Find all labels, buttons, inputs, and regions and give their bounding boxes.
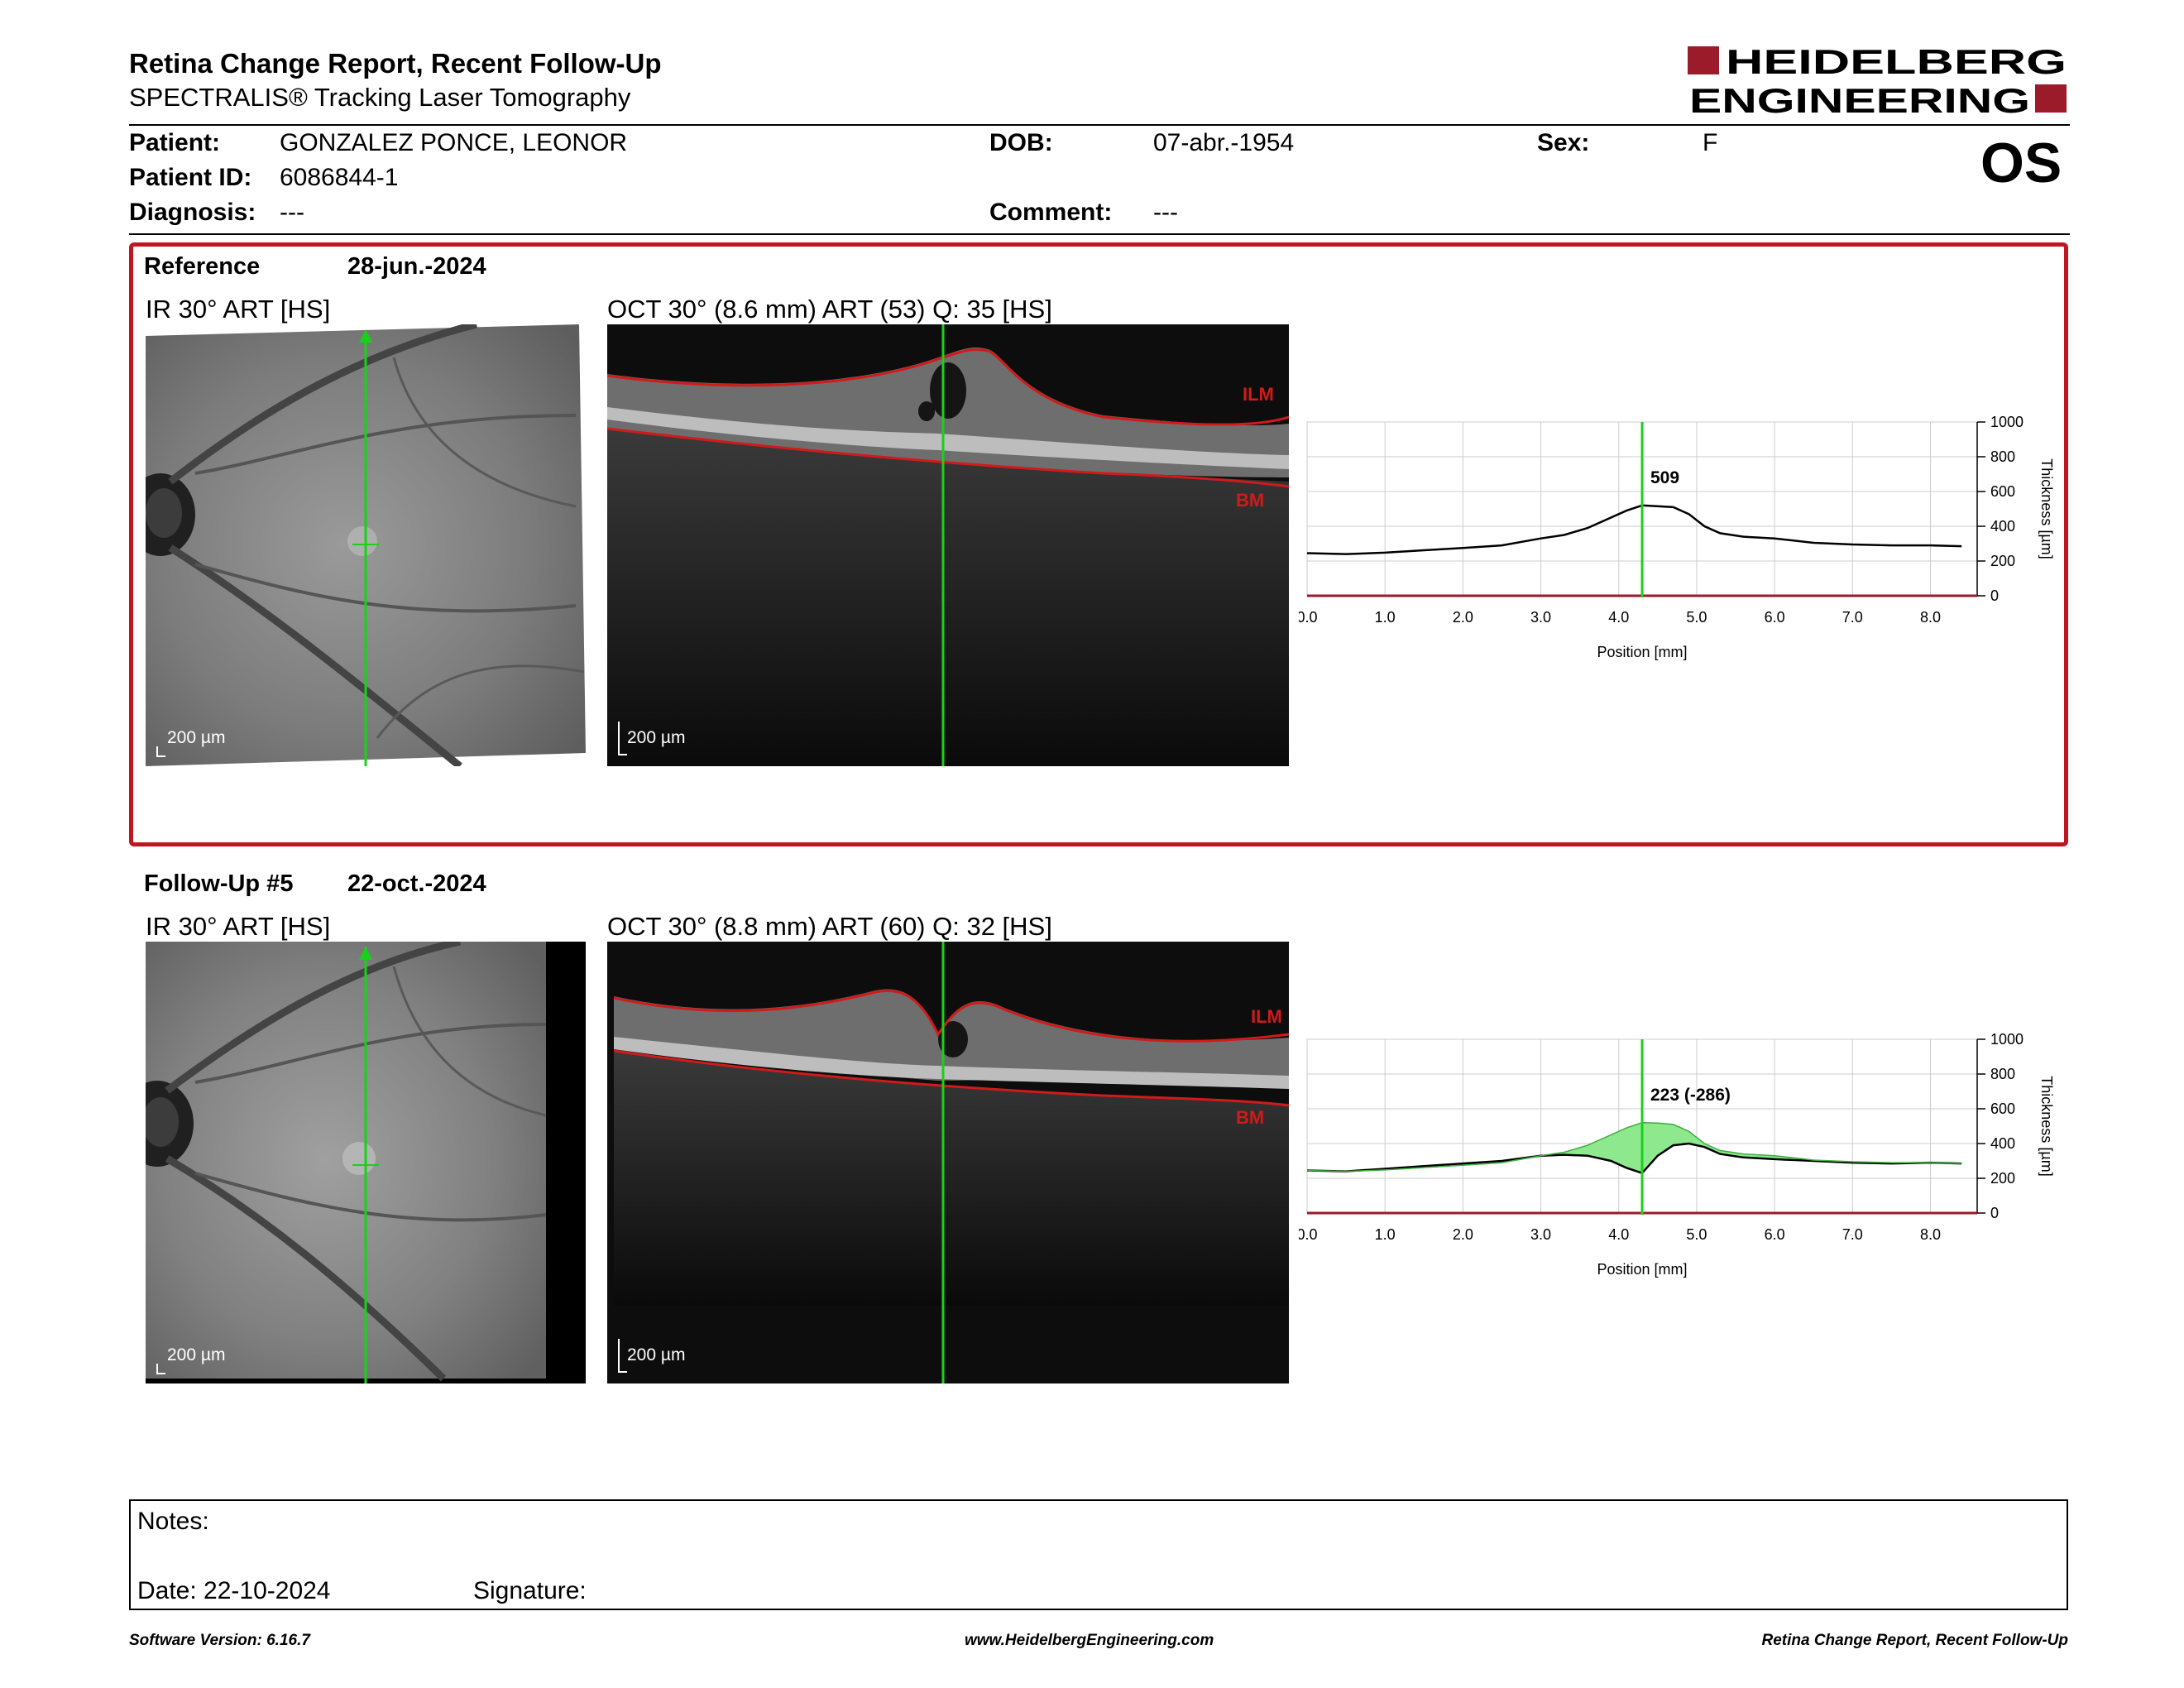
heidelberg-logo: HEIDELBERG ENGINEERING xyxy=(1688,45,2067,116)
fu-x-tick-label: 0.0 xyxy=(1299,1226,1318,1243)
reference-oct-scale: 200 µm xyxy=(627,728,686,747)
reference-oct-image[interactable]: ILM BM 200 µm xyxy=(607,324,1289,766)
followup-bm-label: BM xyxy=(1236,1107,1265,1128)
notes-label: Notes: xyxy=(137,1508,209,1535)
fu-x-tick-label: 7.0 xyxy=(1842,1226,1863,1243)
reference-ilm-label: ILM xyxy=(1243,384,1274,405)
fu-y-tick-label: 400 xyxy=(1990,1135,2015,1152)
followup-ir-image[interactable]: 200 µm xyxy=(146,942,586,1383)
fu-y-tick-label: 1000 xyxy=(1990,1031,2024,1048)
ref-y-tick-label: 200 xyxy=(1990,553,2015,569)
fu-y-tick-label: 0 xyxy=(1990,1205,1999,1221)
fu-cursor-value: 223 (-286) xyxy=(1650,1086,1731,1105)
fu-x-tick-label: 5.0 xyxy=(1686,1226,1707,1243)
ref-x-tick-label: 8.0 xyxy=(1920,609,1941,626)
followup-thickness-chart: 0.0 1.0 2.0 3.0 4.0 5.0 6.0 7.0 8.0 0 200 400 600 800… xyxy=(1299,1031,2055,1278)
reference-ir-scale: 200 µm xyxy=(167,728,226,747)
fu-y-tick-label: 200 xyxy=(1990,1170,2015,1187)
reference-ir-image[interactable]: 200 µm xyxy=(146,324,586,766)
reference-label: Reference xyxy=(144,253,261,280)
patient-id-label: Patient ID: xyxy=(129,164,252,191)
notes-signature: Signature: xyxy=(473,1577,587,1604)
header-divider xyxy=(129,124,2070,126)
ref-y-axis-label: Thickness [µm] xyxy=(2038,458,2055,559)
ref-y-tick-label: 800 xyxy=(1990,448,2015,465)
logo-line1: HEIDELBERG xyxy=(1726,45,2067,81)
ref-x-tick-label: 2.0 xyxy=(1453,609,1473,626)
dob-label: DOB: xyxy=(989,129,1053,156)
sex-label: Sex: xyxy=(1537,129,1590,156)
footer-url[interactable]: www.HeidelbergEngineering.com xyxy=(965,1632,1214,1649)
ref-x-axis-label: Position [mm] xyxy=(1597,644,1687,660)
fu-thickness-line-1 xyxy=(1306,1122,1962,1172)
ref-x-tick-label: 3.0 xyxy=(1530,609,1551,626)
ref-y-tick-label: 400 xyxy=(1990,518,2015,535)
fu-y-axis-label: Thickness [µm] xyxy=(2038,1076,2055,1176)
followup-label: Follow-Up #5 xyxy=(144,870,294,897)
eye-indicator: OS xyxy=(1980,132,2062,194)
sex-value: F xyxy=(1703,129,1718,156)
patient-name: GONZALEZ PONCE, LEONOR xyxy=(280,129,628,156)
followup-oct-title: OCT 30° (8.8 mm) ART (60) Q: 32 [HS] xyxy=(607,912,1052,941)
fu-change-area xyxy=(1306,1122,1962,1174)
report-title: Retina Change Report, Recent Follow-Up xyxy=(129,48,662,79)
ref-x-tick-label: 6.0 xyxy=(1765,609,1785,626)
reference-thickness-chart: 0.0 1.0 2.0 3.0 4.0 5.0 6.0 7.0 8.0 0 200 400 600 800… xyxy=(1299,414,2055,660)
fu-x-tick-label: 3.0 xyxy=(1530,1226,1551,1243)
fu-y-tick-label: 800 xyxy=(1990,1066,2015,1082)
ref-y-tick-label: 0 xyxy=(1990,587,1999,604)
fu-x-tick-label: 2.0 xyxy=(1453,1226,1473,1243)
patient-label: Patient: xyxy=(129,129,221,156)
followup-oct-scale: 200 µm xyxy=(627,1345,686,1364)
followup-ir-scale: 200 µm xyxy=(167,1345,226,1364)
fu-x-tick-label: 8.0 xyxy=(1920,1226,1941,1243)
patient-id: 6086844-1 xyxy=(280,164,399,191)
patient-divider xyxy=(129,233,2070,235)
logo-line2: ENGINEERING xyxy=(1689,81,2030,116)
followup-date: 22-oct.-2024 xyxy=(347,870,486,897)
fu-y-tick-label: 600 xyxy=(1990,1101,2015,1117)
reference-ir-title: IR 30° ART [HS] xyxy=(146,295,331,324)
ref-x-tick-label: 5.0 xyxy=(1686,609,1707,626)
comment-label: Comment: xyxy=(989,199,1113,226)
followup-oct-image[interactable]: ILM BM 200 µm xyxy=(607,942,1289,1383)
reference-date: 28-jun.-2024 xyxy=(347,253,486,280)
reference-frame xyxy=(129,242,2068,846)
ref-x-tick-label: 0.0 xyxy=(1299,609,1318,626)
followup-ir-title: IR 30° ART [HS] xyxy=(146,912,331,941)
fu-x-tick-label: 6.0 xyxy=(1765,1226,1785,1243)
ref-x-tick-label: 7.0 xyxy=(1842,609,1863,626)
notes-date: Date: 22-10-2024 xyxy=(137,1577,331,1604)
comment-value: --- xyxy=(1153,199,1178,226)
fu-x-tick-label: 1.0 xyxy=(1375,1226,1396,1243)
ref-x-tick-label: 4.0 xyxy=(1608,609,1629,626)
reference-bm-label: BM xyxy=(1236,490,1265,511)
fu-x-axis-label: Position [mm] xyxy=(1597,1261,1687,1278)
ref-y-tick-label: 1000 xyxy=(1990,414,2024,430)
diagnosis-value: --- xyxy=(280,199,304,226)
fu-thickness-line-0 xyxy=(1306,1142,1962,1175)
report-subtitle: SPECTRALIS® Tracking Laser Tomography xyxy=(129,83,631,112)
ref-y-tick-label: 600 xyxy=(1990,483,2015,500)
footer-report: Retina Change Report, Recent Follow-Up xyxy=(1761,1632,2068,1649)
footer-software: Software Version: 6.16.7 xyxy=(129,1632,310,1649)
fu-x-tick-label: 4.0 xyxy=(1608,1226,1629,1243)
ref-cursor-value: 509 xyxy=(1650,468,1679,487)
dob-value: 07-abr.-1954 xyxy=(1153,129,1295,156)
diagnosis-label: Diagnosis: xyxy=(129,199,256,226)
ref-thickness-line-0 xyxy=(1306,504,1962,555)
followup-ilm-label: ILM xyxy=(1251,1006,1282,1027)
reference-oct-title: OCT 30° (8.6 mm) ART (53) Q: 35 [HS] xyxy=(607,295,1052,324)
ref-x-tick-label: 1.0 xyxy=(1375,609,1396,626)
notes-box[interactable]: Notes: Date: 22-10-2024 Signature: xyxy=(129,1499,2068,1610)
